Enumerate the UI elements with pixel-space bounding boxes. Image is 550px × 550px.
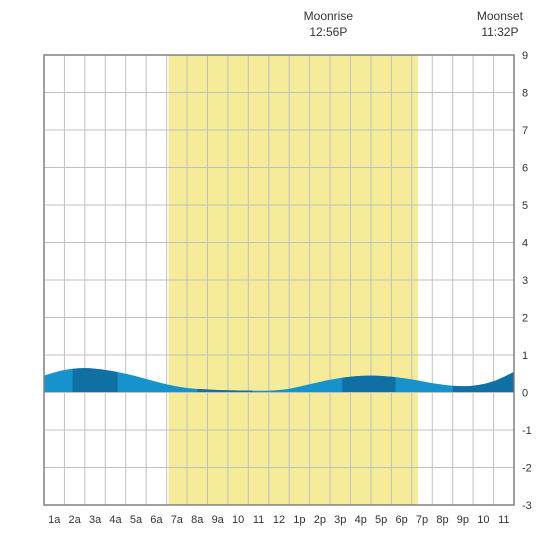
svg-text:1: 1 xyxy=(522,350,528,362)
svg-text:3: 3 xyxy=(522,275,528,287)
svg-text:4: 4 xyxy=(522,238,528,250)
svg-text:9: 9 xyxy=(522,50,528,62)
svg-text:8: 8 xyxy=(522,88,528,100)
svg-text:5p: 5p xyxy=(375,514,387,526)
svg-text:4p: 4p xyxy=(355,514,367,526)
svg-text:11: 11 xyxy=(498,514,509,526)
svg-text:10: 10 xyxy=(232,514,244,526)
svg-text:11: 11 xyxy=(253,514,264,526)
svg-text:3p: 3p xyxy=(334,514,346,526)
svg-text:4a: 4a xyxy=(109,514,122,526)
svg-text:6a: 6a xyxy=(150,514,163,526)
svg-text:-1: -1 xyxy=(522,425,532,437)
svg-text:3a: 3a xyxy=(89,514,102,526)
svg-text:5: 5 xyxy=(522,200,528,212)
svg-text:5a: 5a xyxy=(130,514,143,526)
svg-text:1p: 1p xyxy=(293,514,305,526)
svg-text:10: 10 xyxy=(477,514,489,526)
svg-text:Moonset: Moonset xyxy=(477,9,524,23)
svg-text:-2: -2 xyxy=(522,463,532,475)
svg-text:6p: 6p xyxy=(395,514,407,526)
svg-text:7a: 7a xyxy=(171,514,184,526)
svg-text:12:56P: 12:56P xyxy=(309,25,347,39)
svg-text:0: 0 xyxy=(522,388,528,400)
svg-text:2a: 2a xyxy=(69,514,82,526)
svg-text:2: 2 xyxy=(522,313,528,325)
svg-text:12: 12 xyxy=(273,514,285,526)
svg-text:Moonrise: Moonrise xyxy=(304,9,354,23)
svg-text:7p: 7p xyxy=(416,514,428,526)
svg-text:6: 6 xyxy=(522,163,528,175)
svg-text:8p: 8p xyxy=(436,514,448,526)
svg-text:9a: 9a xyxy=(212,514,225,526)
svg-text:9p: 9p xyxy=(457,514,469,526)
tide-chart: -3-2-101234567891a2a3a4a5a6a7a8a9a101112… xyxy=(0,0,550,550)
svg-text:2p: 2p xyxy=(314,514,326,526)
svg-text:11:32P: 11:32P xyxy=(481,25,518,39)
svg-text:7: 7 xyxy=(522,125,528,137)
svg-text:8a: 8a xyxy=(191,514,204,526)
svg-text:-3: -3 xyxy=(522,500,532,512)
svg-text:1a: 1a xyxy=(48,514,61,526)
